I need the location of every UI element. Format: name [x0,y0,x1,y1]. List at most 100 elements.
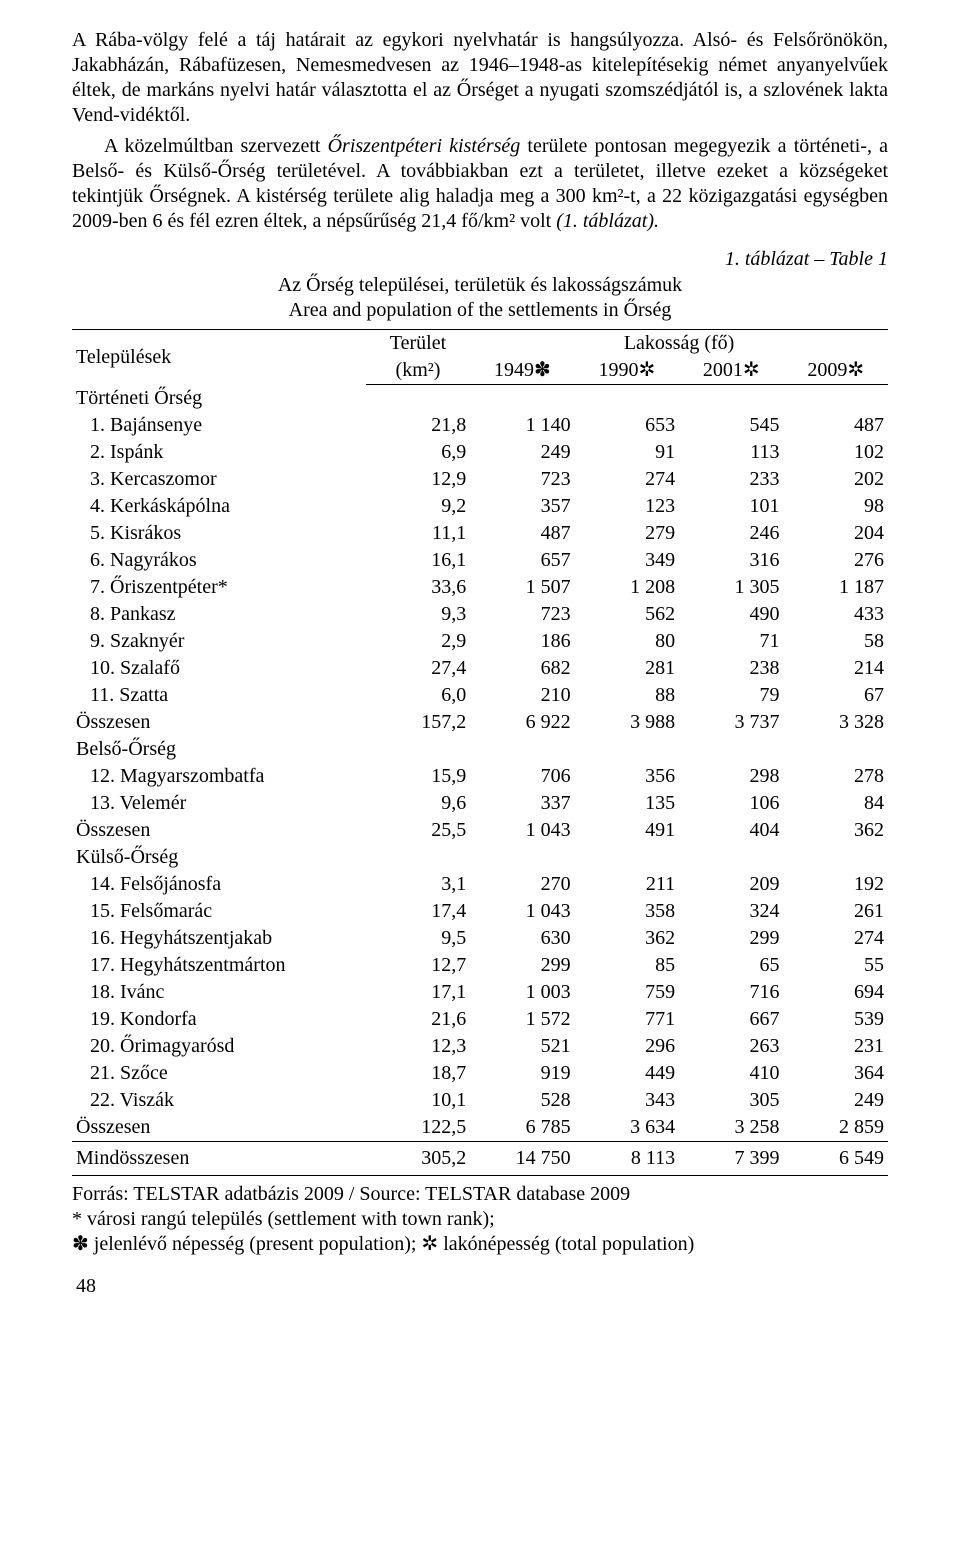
cell-name: 6. Nagyrákos [72,547,366,574]
cell-value: 11,1 [366,520,470,547]
table-row: 1. Bajánsenye21,81 140653545487 [72,412,888,439]
cell-value: 18,7 [366,1060,470,1087]
cell-value: 657 [470,547,574,574]
cell-name: 16. Hegyhátszentjakab [72,925,366,952]
cell-name: 12. Magyarszombatfa [72,763,366,790]
cell-value: 6,9 [366,439,470,466]
cell-value: 12,7 [366,952,470,979]
cell-value: 487 [470,520,574,547]
cell-value: 9,3 [366,601,470,628]
cell-value: 12,9 [366,466,470,493]
cell-value: 123 [575,493,679,520]
cell-value: 192 [784,871,888,898]
cell-name: 1. Bajánsenye [72,412,366,439]
cell-value: 84 [784,790,888,817]
cell-name: 21. Szőce [72,1060,366,1087]
cell-value: 521 [470,1033,574,1060]
cell-value: 274 [575,466,679,493]
cell-value: 157,2 [366,709,470,736]
table-row: 3. Kercaszomor12,9723274233202 [72,466,888,493]
cell-value: 14 750 [470,1142,574,1176]
table-row: 8. Pankasz9,3723562490433 [72,601,888,628]
th-area-a: Terület [366,330,470,358]
table-row: 2. Ispánk6,924991113102 [72,439,888,466]
cell-value: 55 [784,952,888,979]
footnote-1: Forrás: TELSTAR adatbázis 2009 / Source:… [72,1182,888,1207]
table-row: 22. Viszák10,1528343305249 [72,1087,888,1114]
cell-value: 667 [679,1006,783,1033]
th-1990: 1990✲ [575,357,679,385]
th-2001: 2001✲ [679,357,783,385]
table-row: 4. Kerkáskápólna9,235712310198 [72,493,888,520]
cell-name: 10. Szalafő [72,655,366,682]
footnotes: Forrás: TELSTAR adatbázis 2009 / Source:… [72,1182,888,1257]
table-row: 11. Szatta6,0210887967 [72,682,888,709]
cell-value: 919 [470,1060,574,1087]
th-2009: 2009✲ [784,357,888,385]
cell-value: 362 [784,817,888,844]
section-title: Külső-Őrség [72,844,888,871]
p2-part-a: A közelmúltban szervezett [104,135,328,157]
cell-value: 246 [679,520,783,547]
cell-value: 209 [679,871,783,898]
cell-value: 33,6 [366,574,470,601]
cell-value: 101 [679,493,783,520]
section-title: Történeti Őrség [72,385,888,413]
cell-value: 545 [679,412,783,439]
cell-value: 25,5 [366,817,470,844]
table-row: Összesen25,51 043491404362 [72,817,888,844]
cell-value: 263 [679,1033,783,1060]
cell-name: 15. Felsőmarác [72,898,366,925]
section-title-row: Történeti Őrség [72,385,888,413]
cell-value: 358 [575,898,679,925]
settlements-table: Települések Terület Lakosság (fő) (km²) … [72,329,888,1176]
cell-value: 10,1 [366,1087,470,1114]
cell-value: 3 737 [679,709,783,736]
cell-value: 2,9 [366,628,470,655]
cell-name: 13. Velemér [72,790,366,817]
cell-name: 7. Őriszentpéter* [72,574,366,601]
cell-value: 281 [575,655,679,682]
table-caption-block: 1. táblázat – Table 1 Az Őrség település… [72,248,888,323]
table-row: Mindösszesen305,214 7508 1137 3996 549 [72,1142,888,1176]
cell-value: 3,1 [366,871,470,898]
table-title-hu: Az Őrség települései, területük és lakos… [72,273,888,298]
cell-value: 278 [784,763,888,790]
cell-value: 1 043 [470,817,574,844]
cell-name: 5. Kisrákos [72,520,366,547]
cell-value: 491 [575,817,679,844]
cell-value: 202 [784,466,888,493]
document-page: A Rába-völgy felé a táj határait az egyk… [0,0,960,1322]
cell-name: 8. Pankasz [72,601,366,628]
cell-value: 305 [679,1087,783,1114]
cell-name: 9. Szaknyér [72,628,366,655]
cell-name: Összesen [72,709,366,736]
cell-name: Összesen [72,1114,366,1142]
cell-value: 356 [575,763,679,790]
cell-value: 706 [470,763,574,790]
cell-value: 274 [784,925,888,952]
cell-value: 249 [784,1087,888,1114]
section-title: Belső-Őrség [72,736,888,763]
cell-value: 298 [679,763,783,790]
cell-value: 2 859 [784,1114,888,1142]
cell-value: 343 [575,1087,679,1114]
p2-part-c: (1. táblázat). [556,210,659,232]
cell-value: 98 [784,493,888,520]
cell-value: 80 [575,628,679,655]
cell-value: 723 [470,466,574,493]
footnote-2: * városi rangú település (settlement wit… [72,1207,888,1232]
cell-value: 487 [784,412,888,439]
cell-value: 1 043 [470,898,574,925]
cell-name: Mindösszesen [72,1142,366,1176]
cell-value: 12,3 [366,1033,470,1060]
cell-value: 67 [784,682,888,709]
th-population: Lakosság (fő) [470,330,888,358]
cell-value: 433 [784,601,888,628]
table-row: 6. Nagyrákos16,1657349316276 [72,547,888,574]
table-row: 18. Ivánc17,11 003759716694 [72,979,888,1006]
table-body: Történeti Őrség1. Bajánsenye21,81 140653… [72,385,888,1176]
page-number: 48 [72,1275,888,1298]
cell-value: 204 [784,520,888,547]
cell-value: 716 [679,979,783,1006]
